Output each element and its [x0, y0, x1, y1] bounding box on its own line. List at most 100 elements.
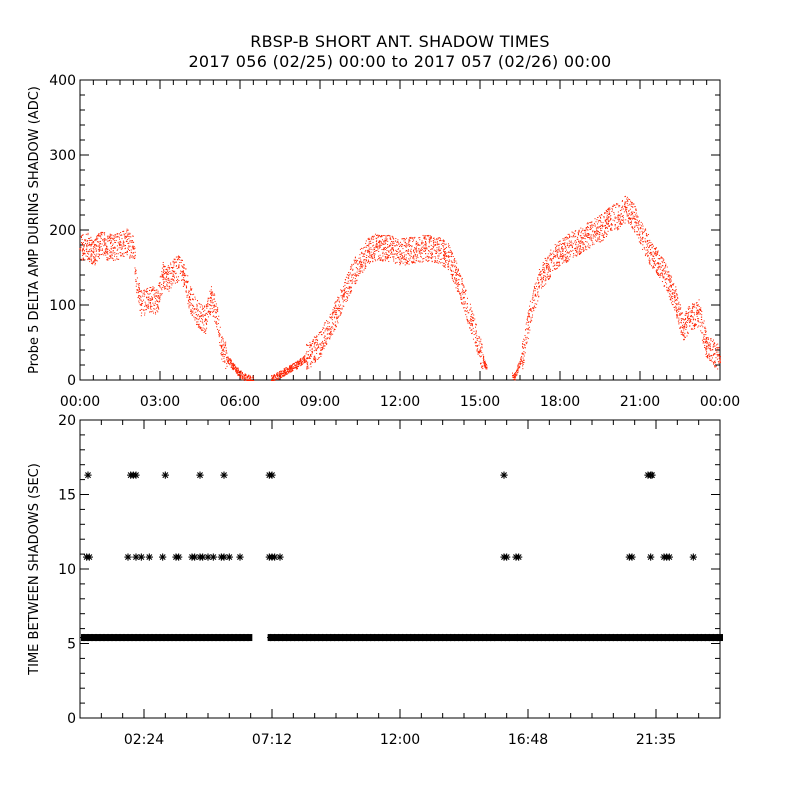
- amplitude-point: [683, 325, 685, 327]
- amplitude-point: [455, 281, 457, 283]
- amplitude-point: [165, 280, 167, 282]
- amplitude-point: [575, 235, 577, 237]
- amplitude-point: [148, 296, 150, 298]
- amplitude-point: [215, 322, 217, 324]
- amplitude-point: [110, 246, 112, 248]
- amplitude-point: [707, 356, 709, 358]
- amplitude-point: [559, 255, 561, 257]
- amplitude-point: [630, 201, 632, 203]
- amplitude-point: [419, 239, 421, 241]
- amplitude-point: [537, 279, 539, 281]
- amplitude-point: [183, 284, 185, 286]
- amplitude-point: [716, 344, 718, 346]
- amplitude-point: [208, 310, 210, 312]
- amplitude-point: [481, 367, 483, 369]
- amplitude-point: [424, 250, 426, 252]
- amplitude-point: [454, 265, 456, 267]
- amplitude-point: [578, 231, 580, 233]
- amplitude-point: [290, 369, 292, 371]
- amplitude-point: [425, 244, 427, 246]
- amplitude-point: [277, 378, 279, 380]
- amplitude-point: [289, 368, 291, 370]
- amplitude-point: [331, 319, 333, 321]
- amplitude-point: [382, 235, 384, 237]
- amplitude-point: [204, 314, 206, 316]
- amplitude-point: [524, 352, 526, 354]
- amplitude-point: [434, 259, 436, 261]
- amplitude-point: [538, 287, 540, 289]
- amplitude-point: [719, 358, 721, 360]
- amplitude-point: [652, 267, 654, 269]
- amplitude-point: [378, 247, 380, 249]
- amplitude-point: [472, 327, 474, 329]
- amplitude-point: [564, 247, 566, 249]
- amplitude-point: [386, 247, 388, 249]
- amplitude-point: [445, 260, 447, 262]
- amplitude-point: [461, 298, 463, 300]
- amplitude-point: [675, 300, 677, 302]
- amplitude-point: [284, 371, 286, 373]
- amplitude-point: [125, 235, 127, 237]
- amplitude-point: [304, 356, 306, 358]
- amplitude-point: [614, 218, 616, 220]
- amplitude-point: [519, 362, 521, 364]
- amplitude-point: [322, 340, 324, 342]
- amplitude-point: [558, 262, 560, 264]
- amplitude-point: [556, 261, 558, 263]
- amplitude-point: [188, 305, 190, 307]
- amplitude-point: [234, 365, 236, 367]
- amplitude-point: [89, 261, 91, 263]
- amplitude-point: [112, 235, 114, 237]
- amplitude-point: [361, 266, 363, 268]
- amplitude-point: [579, 253, 581, 255]
- amplitude-point: [402, 248, 404, 250]
- amplitude-point: [193, 308, 195, 310]
- amplitude-point: [329, 316, 331, 318]
- amplitude-point: [655, 253, 657, 255]
- amplitude-point: [396, 244, 398, 246]
- amplitude-point: [598, 215, 600, 217]
- amplitude-point: [212, 315, 214, 317]
- amplitude-point: [225, 367, 227, 369]
- amplitude-point: [189, 292, 191, 294]
- amplitude-point: [225, 349, 227, 351]
- amplitude-point: [205, 313, 207, 315]
- amplitude-point: [479, 342, 481, 344]
- amplitude-point: [97, 234, 99, 236]
- amplitude-point: [388, 251, 390, 253]
- amplitude-point: [125, 233, 127, 235]
- amplitude-point: [679, 304, 681, 306]
- amplitude-point: [436, 238, 438, 240]
- amplitude-point: [122, 253, 124, 255]
- amplitude-point: [115, 247, 117, 249]
- amplitude-point: [290, 371, 292, 373]
- amplitude-point: [464, 293, 466, 295]
- amplitude-point: [408, 253, 410, 255]
- amplitude-point: [337, 322, 339, 324]
- amplitude-point: [406, 262, 408, 264]
- amplitude-point: [94, 264, 96, 266]
- amplitude-point: [639, 224, 641, 226]
- amplitude-point: [190, 310, 192, 312]
- amplitude-point: [426, 248, 428, 250]
- amplitude-point: [378, 242, 380, 244]
- amplitude-point: [130, 241, 132, 243]
- amplitude-point: [361, 247, 363, 249]
- amplitude-point: [444, 254, 446, 256]
- amplitude-point: [381, 259, 383, 261]
- amplitude-point: [457, 274, 459, 276]
- amplitude-point: [459, 293, 461, 295]
- amplitude-point: [123, 244, 125, 246]
- amplitude-point: [561, 255, 563, 257]
- amplitude-point: [471, 324, 473, 326]
- amplitude-point: [677, 296, 679, 298]
- amplitude-point: [92, 242, 94, 244]
- amplitude-point: [579, 242, 581, 244]
- amplitude-point: [407, 249, 409, 251]
- amplitude-point: [311, 349, 313, 351]
- amplitude-point: [650, 254, 652, 256]
- amplitude-point: [399, 255, 401, 257]
- amplitude-point: [566, 260, 568, 262]
- amplitude-point: [716, 347, 718, 349]
- amplitude-point: [391, 240, 393, 242]
